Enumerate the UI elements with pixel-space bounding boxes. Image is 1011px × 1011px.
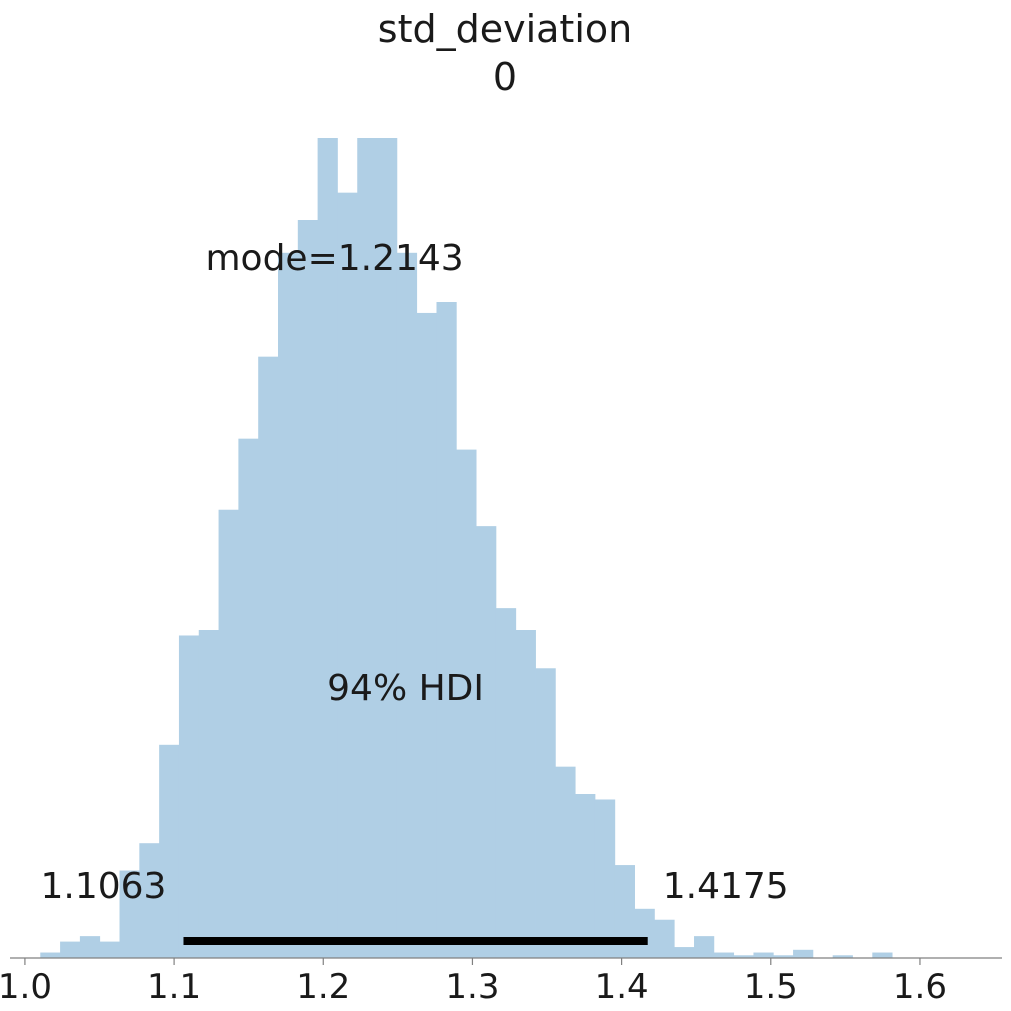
x-tick-label: 1.0 bbox=[0, 967, 52, 1007]
x-tick-label: 1.1 bbox=[147, 967, 201, 1007]
histogram-bar bbox=[317, 138, 338, 958]
histogram-bar bbox=[416, 312, 437, 958]
histogram-bar bbox=[139, 843, 160, 958]
hdi-low-value: 1.1063 bbox=[41, 866, 167, 907]
histogram-bar bbox=[178, 635, 200, 958]
histogram-bar bbox=[119, 870, 140, 958]
histogram-bar bbox=[40, 952, 61, 958]
histogram-bar bbox=[337, 192, 358, 959]
x-tick-label: 1.2 bbox=[296, 967, 350, 1007]
histogram-bar bbox=[674, 947, 695, 958]
histogram-bar bbox=[278, 252, 299, 959]
x-tick-label: 1.6 bbox=[893, 967, 947, 1007]
chart-title: std_deviation bbox=[378, 7, 632, 51]
histogram-bars bbox=[40, 138, 893, 959]
histogram-bar bbox=[456, 449, 477, 958]
hdi-annotation: 94% HDI bbox=[327, 668, 484, 709]
histogram-bar bbox=[872, 952, 893, 958]
x-tick-label: 1.3 bbox=[445, 967, 499, 1007]
histogram-bar bbox=[357, 138, 378, 958]
histogram-bar bbox=[436, 302, 457, 958]
histogram-bar bbox=[594, 799, 616, 958]
chart-subtitle: 0 bbox=[493, 55, 517, 99]
histogram-bar bbox=[575, 794, 596, 958]
hdi-high-value: 1.4175 bbox=[663, 866, 789, 907]
histogram-bar bbox=[218, 509, 239, 958]
histogram-bar bbox=[377, 138, 398, 958]
histogram-bar bbox=[654, 919, 675, 958]
histogram-bar bbox=[733, 955, 754, 958]
histogram-bar bbox=[396, 252, 418, 959]
histogram-bar bbox=[79, 936, 101, 958]
x-tick-label: 1.4 bbox=[595, 967, 649, 1007]
histogram-bar bbox=[238, 438, 259, 958]
histogram-bar bbox=[476, 526, 497, 958]
histogram-bar bbox=[555, 766, 576, 958]
histogram-bar bbox=[793, 949, 814, 958]
histogram-bar bbox=[198, 630, 219, 958]
histogram-bar bbox=[634, 908, 655, 958]
histogram-bar bbox=[258, 356, 279, 958]
x-axis-ticks: 1.0 1.1 1.2 1.3 1.4 1.5 1.6 bbox=[0, 958, 947, 1007]
histogram-bar bbox=[99, 941, 120, 958]
x-tick-label: 1.5 bbox=[744, 967, 798, 1007]
histogram-bar bbox=[694, 936, 715, 958]
histogram-bar bbox=[60, 941, 81, 958]
histogram-bar bbox=[159, 744, 180, 958]
histogram-bar bbox=[614, 865, 635, 958]
histogram-bar bbox=[832, 955, 853, 958]
histogram-bar bbox=[535, 668, 556, 958]
histogram-bar bbox=[297, 220, 319, 958]
histogram-bar bbox=[753, 952, 774, 958]
histogram-bar bbox=[495, 608, 517, 958]
mode-annotation: mode=1.2143 bbox=[205, 238, 463, 279]
histogram-bar bbox=[773, 955, 794, 958]
histogram-bar bbox=[713, 952, 735, 958]
histogram-bar bbox=[515, 630, 536, 958]
